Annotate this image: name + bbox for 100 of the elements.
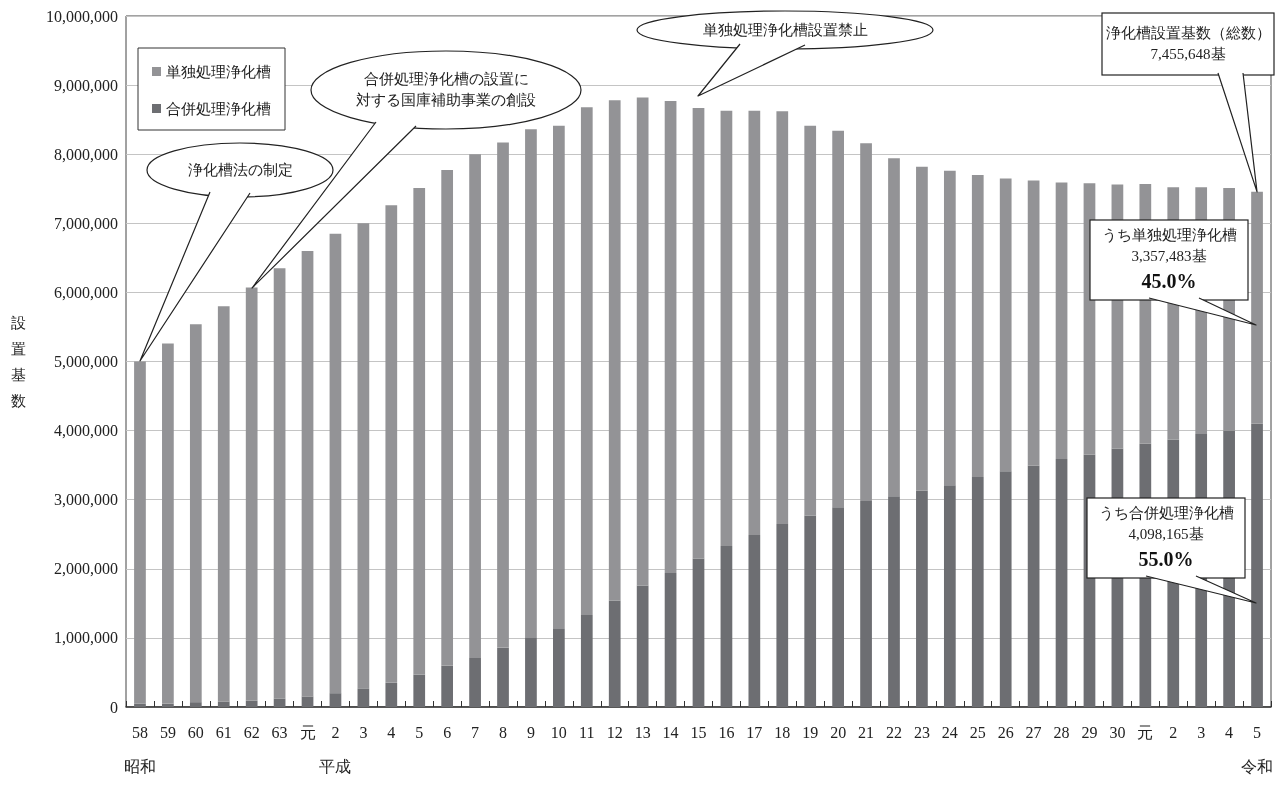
y-tick-label: 0 xyxy=(110,698,118,716)
x-tick-label: 17 xyxy=(746,723,763,741)
x-tick-label: 3 xyxy=(1197,723,1206,741)
bar xyxy=(1027,465,1040,707)
x-tick-label: 18 xyxy=(774,723,791,741)
x-tick-label: 8 xyxy=(499,723,508,741)
bar xyxy=(943,485,956,707)
bar xyxy=(971,476,984,707)
bar xyxy=(943,170,956,486)
bar xyxy=(329,693,342,707)
x-tick-label: 20 xyxy=(830,723,847,741)
x-tick-label: 2 平成 xyxy=(319,723,352,775)
bar xyxy=(888,496,900,707)
bar xyxy=(692,107,705,559)
bar xyxy=(441,665,454,707)
bar xyxy=(134,361,146,704)
bar xyxy=(776,523,789,707)
x-tick-label: 61 xyxy=(215,723,232,741)
bar xyxy=(385,682,398,707)
x-tick-label: 15 xyxy=(690,723,707,741)
x-tick-label: 25 xyxy=(969,723,986,741)
x-tick-label: 23 xyxy=(913,723,930,741)
bar xyxy=(608,100,621,601)
y-tick-label: 10,000,000 xyxy=(46,7,118,25)
bar xyxy=(469,154,481,658)
bar xyxy=(553,125,565,629)
bar xyxy=(832,130,844,508)
bar xyxy=(413,674,426,707)
x-tick-label: 27 xyxy=(1025,723,1042,741)
x-tick-label: 63 xyxy=(271,723,288,741)
bar xyxy=(664,100,677,573)
x-tick-label: 2 xyxy=(1169,723,1178,741)
annotation: うち単独処理浄化槽 3,357,483基 45.0% xyxy=(1100,226,1238,294)
x-tick-label: 11 xyxy=(579,723,595,741)
bar xyxy=(748,534,761,707)
bar xyxy=(273,698,286,707)
bar xyxy=(580,615,593,707)
x-tick-label: 5 令和 xyxy=(1241,723,1274,775)
bar xyxy=(525,637,537,707)
x-tick-label: 24 xyxy=(941,723,958,741)
bar xyxy=(916,166,928,491)
bar xyxy=(189,324,202,703)
bar xyxy=(999,471,1012,707)
x-tick-label: 29 xyxy=(1081,723,1098,741)
bar xyxy=(804,515,817,707)
x-tick-label: 9 xyxy=(526,723,535,741)
x-tick-label: 13 xyxy=(634,723,651,741)
bar xyxy=(860,501,872,707)
y-tick-label: 2,000,000 xyxy=(54,560,118,578)
y-tick-label: 6,000,000 xyxy=(54,283,118,301)
bar xyxy=(580,107,593,616)
bar xyxy=(720,110,733,546)
bar xyxy=(162,343,174,704)
annotation: 単独処理浄化槽設置禁止 xyxy=(701,20,869,40)
x-tick-label: 60 xyxy=(187,723,204,741)
bar xyxy=(636,585,649,707)
bar xyxy=(441,170,454,666)
x-tick-label: 58 昭和 xyxy=(123,723,156,775)
bar xyxy=(748,110,761,535)
x-tick-label: 7 xyxy=(471,723,480,741)
x-tick-label: 6 xyxy=(443,723,452,741)
y-tick-label: 5,000,000 xyxy=(54,353,118,370)
legend-label: 合併処理浄化槽 xyxy=(166,100,271,117)
y-tick-label: 4,000,000 xyxy=(54,422,118,440)
x-tick-label: 元 xyxy=(299,723,316,741)
annotation: 合併処理浄化槽の設置に対する国庫補助事業の創設 xyxy=(355,70,537,110)
bar xyxy=(497,647,509,707)
legend-label: 単独処理浄化槽 xyxy=(166,63,271,80)
bar xyxy=(469,657,481,707)
x-tick-label: 21 xyxy=(858,723,875,741)
bar xyxy=(804,125,817,516)
x-tick-label: 59 xyxy=(159,723,176,741)
y-axis-title: 設置基数 xyxy=(11,314,26,409)
annotation: うち合併処理浄化槽 4,098,165基 55.0% xyxy=(1097,504,1235,572)
bar xyxy=(329,233,342,694)
x-tick-label: 30 xyxy=(1109,723,1126,741)
x-tick-label: 12 xyxy=(606,723,623,741)
bar xyxy=(776,111,789,524)
x-tick-label: 16 xyxy=(718,723,735,741)
bar xyxy=(860,143,872,502)
bar xyxy=(971,174,984,477)
bar xyxy=(497,142,509,648)
x-tick-label: 3 xyxy=(359,723,368,741)
bar xyxy=(553,628,565,707)
x-tick-label: 5 xyxy=(415,723,424,741)
x-tick-label: 28 xyxy=(1053,723,1070,741)
bar xyxy=(999,178,1012,472)
y-tick-label: 3,000,000 xyxy=(54,491,118,509)
bar xyxy=(1027,180,1040,466)
x-tick-label: 10 xyxy=(550,723,567,741)
bar xyxy=(273,268,286,699)
bar xyxy=(1251,423,1263,707)
bar xyxy=(1055,458,1068,707)
x-tick-label: 22 xyxy=(885,723,902,741)
bar xyxy=(664,572,677,707)
annotation: 浄化槽設置基数（総数） 7,455,648基 xyxy=(1104,24,1272,64)
bar xyxy=(608,600,621,707)
bar xyxy=(357,688,370,707)
bar xyxy=(692,558,705,707)
bar xyxy=(301,250,314,697)
